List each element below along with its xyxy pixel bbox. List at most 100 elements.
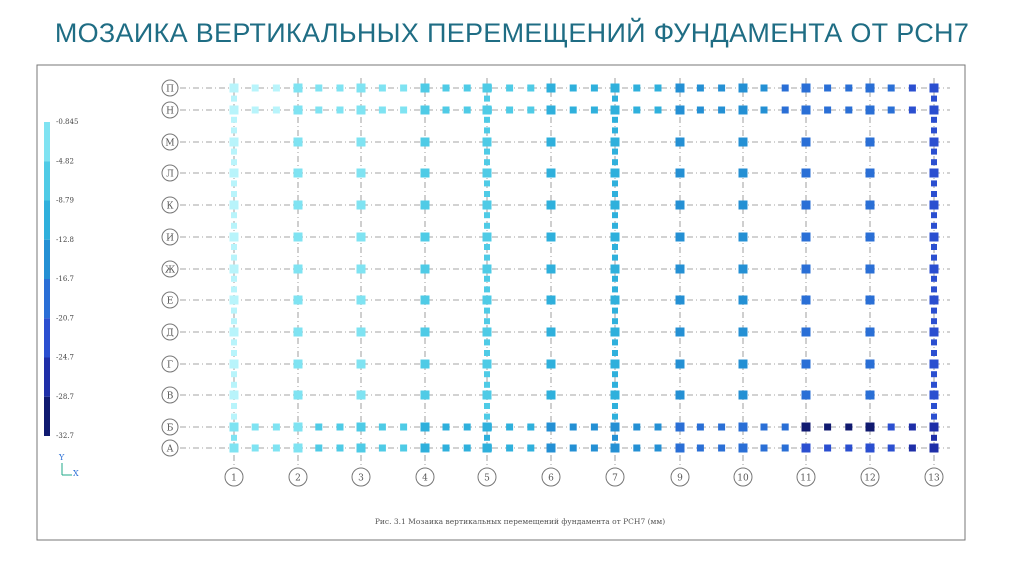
mosaic-cell: [866, 423, 874, 431]
mosaic-cell: [887, 106, 895, 114]
mosaic-cell: [272, 106, 280, 114]
mosaic-cell: [612, 116, 618, 123]
mosaic-cell: [484, 318, 490, 325]
axis-label: X: [73, 469, 79, 478]
mosaic-cell: [718, 106, 726, 114]
mosaic-cell: [231, 265, 237, 272]
mosaic-cell: [931, 212, 937, 219]
mosaic-cell: [612, 191, 618, 197]
mosaic-cell: [931, 392, 937, 399]
mosaic-cell: [612, 212, 618, 219]
frame: [36, 64, 966, 541]
mosaic-cell: [231, 85, 237, 91]
mosaic-cell: [612, 297, 618, 303]
mosaic-cell: [421, 423, 429, 431]
mosaic-cell: [612, 106, 618, 113]
mosaic-cell: [294, 106, 302, 114]
mosaic-cell: [506, 444, 514, 452]
mosaic-cell: [654, 84, 662, 92]
mosaic-cell: [931, 85, 937, 91]
mosaic-cell: [546, 264, 556, 274]
mosaic-cell: [738, 168, 748, 178]
mosaic-cell: [718, 423, 726, 431]
mosaic-cell: [231, 318, 237, 325]
row-label: В: [167, 392, 174, 402]
mosaic-cell: [548, 84, 556, 92]
mosaic-cell: [484, 275, 490, 282]
mosaic-cell: [612, 328, 618, 335]
mosaic-cell: [231, 360, 237, 367]
mosaic-cell: [546, 359, 556, 369]
mosaic-cell: [231, 392, 237, 399]
mosaic-cell: [484, 297, 490, 303]
column-marker: [605, 467, 625, 487]
mosaic-cell: [506, 106, 514, 114]
mosaic-cell: [400, 423, 408, 431]
mosaic-cell: [760, 444, 768, 452]
mosaic-cell: [633, 423, 641, 431]
mosaic-cell: [231, 350, 237, 356]
mosaic-cell: [675, 423, 683, 431]
mosaic-cell: [612, 339, 618, 346]
mosaic-cell: [546, 327, 556, 337]
mosaic-cell: [484, 212, 490, 219]
mosaic-cell: [612, 265, 618, 272]
mosaic-cell: [738, 137, 748, 147]
mosaic-cell: [484, 138, 490, 144]
column-label: 9: [677, 474, 683, 484]
mosaic-cell: [931, 169, 937, 176]
mosaic-cell: [590, 106, 598, 114]
axis-label: Y: [58, 453, 65, 462]
mosaic-cell: [272, 444, 280, 452]
row-label: Л: [166, 170, 174, 180]
legend-label: -20.7: [56, 314, 74, 322]
legend-swatch: [44, 357, 50, 397]
mosaic-cell: [546, 390, 556, 400]
mosaic-cell: [378, 106, 386, 114]
mosaic-cell: [845, 84, 853, 92]
mosaic-cell: [356, 200, 366, 210]
mosaic-cell: [931, 222, 937, 229]
mosaic-cell: [675, 84, 683, 92]
mosaic-cell: [506, 84, 514, 92]
mosaic-cell: [231, 138, 237, 144]
mosaic-cell: [356, 295, 366, 305]
legend-swatch: [44, 122, 50, 162]
mosaic-cell: [231, 254, 237, 261]
mosaic-cell: [824, 106, 832, 114]
mosaic-cell: [231, 127, 237, 134]
mosaic-cell: [931, 233, 937, 240]
mosaic-cell: [865, 264, 875, 274]
mosaic-cell: [420, 295, 430, 305]
mosaic-cell: [931, 403, 937, 409]
mosaic-cell: [421, 84, 429, 92]
title: МОЗАИКА ВЕРТИКАЛЬНЫХ ПЕРЕМЕЩЕНИЙ ФУНДАМЕ…: [54, 18, 970, 48]
mosaic-cell: [569, 106, 577, 114]
column-marker: [224, 467, 244, 487]
column-label: 11: [800, 474, 811, 484]
mosaic-cell: [546, 137, 556, 147]
legend-swatch: [44, 318, 50, 358]
mosaic-cell: [931, 95, 937, 102]
mosaic-cell: [231, 403, 237, 409]
mosaic-cell: [484, 233, 490, 240]
mosaic-cell: [802, 444, 810, 452]
mosaic-cell: [484, 201, 490, 208]
mosaic-cell: [484, 392, 490, 399]
mosaic-cell: [931, 434, 937, 441]
mosaic-cell: [931, 244, 937, 250]
mosaic-cell: [908, 106, 916, 114]
column-label: 7: [612, 474, 618, 484]
mosaic-cell: [675, 444, 683, 452]
mosaic-cell: [696, 106, 704, 114]
mosaic-cell: [231, 381, 237, 388]
mosaic-cell: [356, 264, 366, 274]
mosaic-cell: [865, 359, 875, 369]
mosaic-cell: [931, 413, 937, 420]
mosaic-cell: [356, 327, 366, 337]
mosaic-cell: [484, 159, 490, 166]
mosaic-cell: [272, 84, 280, 92]
mosaic-cell: [675, 359, 685, 369]
mosaic-cell: [315, 444, 323, 452]
mosaic-cell: [802, 423, 810, 431]
